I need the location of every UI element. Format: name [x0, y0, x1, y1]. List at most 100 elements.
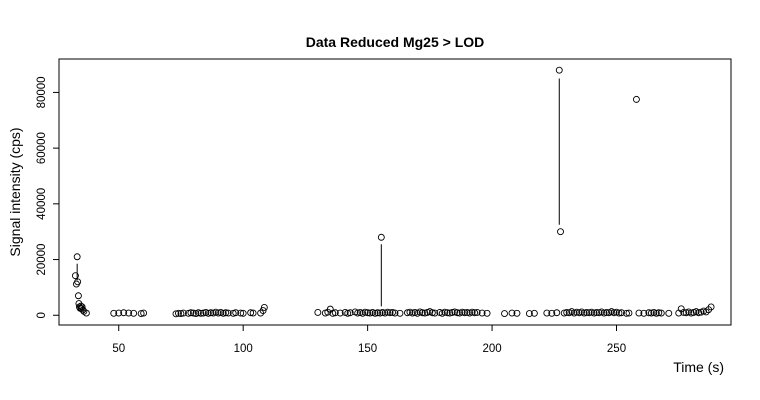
data-point	[137, 310, 145, 318]
data-point	[376, 309, 384, 317]
data-point	[232, 309, 240, 317]
data-point	[525, 310, 533, 318]
data-point	[120, 309, 128, 317]
data-point	[361, 308, 369, 316]
data-point	[187, 309, 195, 317]
data-point	[377, 233, 385, 241]
y-tick-label: 60000	[36, 132, 48, 164]
data-point	[665, 309, 673, 317]
y-tick-label: 40000	[36, 188, 48, 220]
data-point	[600, 309, 608, 317]
data-point	[463, 309, 471, 316]
x-tick-label: 100	[234, 343, 253, 355]
data-point	[259, 307, 267, 314]
data-point	[680, 309, 688, 316]
data-point	[453, 309, 461, 317]
data-point	[635, 309, 643, 317]
data-point	[175, 309, 182, 317]
x-axis-label: Time (s)	[673, 359, 724, 375]
data-point	[331, 309, 339, 317]
data-point	[194, 309, 202, 317]
x-tick-label: 50	[112, 343, 125, 355]
data-point	[371, 309, 379, 317]
data-point	[224, 309, 232, 317]
data-point	[590, 309, 598, 317]
data-point	[391, 309, 399, 317]
data-point	[74, 292, 82, 300]
data-point	[389, 309, 396, 316]
x-tick-label: 150	[358, 343, 377, 355]
data-point	[625, 309, 633, 317]
data-point	[553, 309, 561, 317]
data-segments	[76, 78, 560, 307]
data-point	[386, 309, 394, 317]
data-point	[652, 309, 660, 317]
data-point	[249, 309, 257, 317]
data-point	[219, 309, 227, 317]
data-point	[548, 309, 556, 317]
data-point	[645, 309, 653, 317]
data-point	[384, 308, 391, 316]
data-point	[77, 302, 85, 310]
data-point	[560, 309, 568, 317]
data-point	[229, 309, 237, 317]
data-point	[610, 309, 618, 317]
data-point	[441, 308, 449, 316]
data-point	[557, 228, 564, 236]
data-point	[204, 309, 212, 317]
data-point	[189, 309, 197, 317]
data-point	[471, 309, 479, 317]
data-point	[379, 309, 387, 316]
data-point	[82, 309, 90, 317]
data-point	[448, 309, 456, 316]
data-point	[115, 309, 123, 317]
data-point	[428, 309, 436, 317]
data-point	[199, 309, 207, 317]
data-point	[396, 309, 404, 317]
data-point	[640, 309, 648, 317]
x-tick-label: 250	[607, 343, 626, 355]
data-point	[478, 309, 486, 317]
data-point	[583, 309, 591, 316]
data-point	[140, 309, 148, 317]
data-point	[344, 309, 352, 317]
data-point	[615, 309, 623, 317]
data-point	[632, 95, 640, 103]
data-point	[247, 309, 255, 317]
data-point	[172, 310, 180, 318]
data-point	[483, 309, 491, 317]
data-point	[513, 309, 521, 317]
data-point	[237, 309, 245, 317]
data-point	[501, 310, 508, 318]
y-tick-label: 20000	[36, 244, 48, 276]
data-point	[403, 309, 411, 317]
data-point	[197, 309, 205, 317]
data-point	[603, 309, 611, 316]
data-point	[214, 309, 222, 317]
data-point	[647, 309, 655, 317]
y-tick-label: 80000	[36, 76, 48, 108]
data-point	[473, 309, 481, 316]
data-point	[184, 309, 192, 317]
data-point	[618, 309, 625, 317]
data-point	[585, 309, 593, 317]
data-point	[74, 278, 82, 286]
data-point	[458, 308, 466, 316]
data-point	[346, 309, 354, 317]
data-point	[431, 309, 439, 317]
data-point	[707, 303, 715, 311]
data-point	[73, 253, 81, 261]
x-tick-label: 200	[482, 343, 501, 355]
data-point	[239, 309, 247, 317]
data-point	[563, 309, 571, 316]
data-point	[366, 309, 374, 317]
data-point	[314, 309, 322, 316]
data-point	[418, 309, 426, 317]
data-point	[508, 309, 516, 317]
data-point	[695, 309, 703, 317]
data-point	[125, 309, 133, 317]
data-point	[623, 309, 630, 317]
data-point	[257, 309, 265, 317]
data-point	[354, 309, 362, 317]
